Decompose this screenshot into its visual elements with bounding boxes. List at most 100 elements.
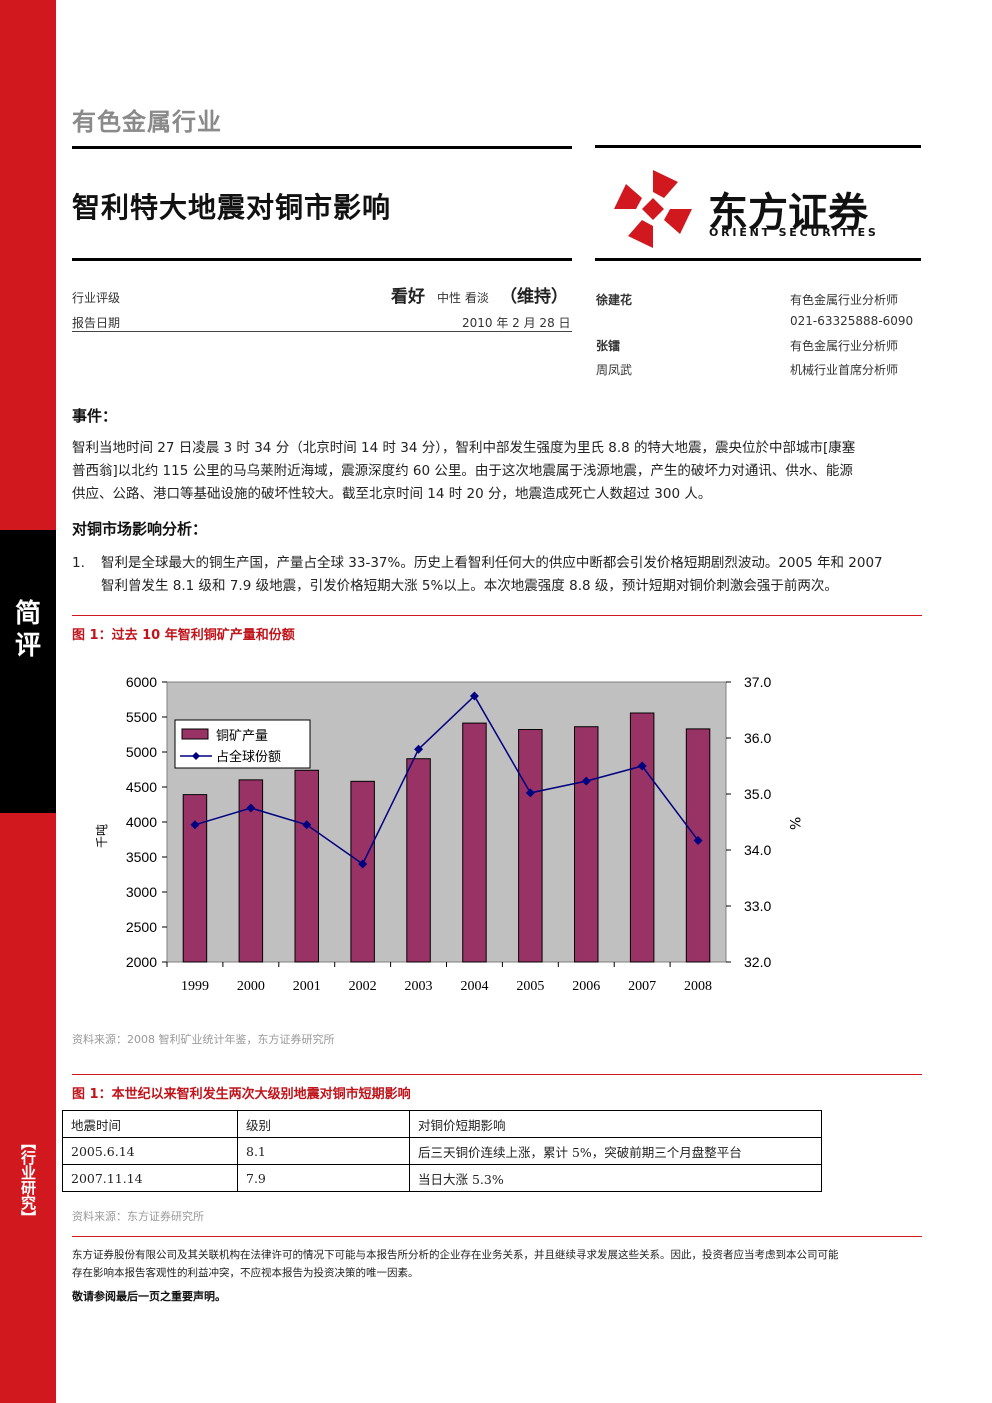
industry-heading: 有色金属行业 [72, 102, 222, 137]
table-cell: 2007.11.14 [63, 1165, 238, 1192]
analyst-name: 张镭 [596, 337, 620, 354]
table-source: 资料来源：东方证券研究所 [72, 1208, 204, 1224]
report-date-label: 报告日期 [72, 314, 120, 331]
table-cell: 当日大涨 5.3% [410, 1165, 822, 1192]
report-type-tag: 简评 [8, 598, 48, 662]
event-line: 供应、公路、港口等基础设施的破坏性较大。截至北京时间 14 时 20 分，地震造… [72, 483, 932, 506]
x-tick-label: 1999 [181, 979, 209, 994]
rating-divider [72, 331, 572, 332]
figure-source: 资料来源：2008 智利矿业统计年鉴，东方证券研究所 [72, 1031, 335, 1047]
analysis-paragraph: 智利是全球最大的铜生产国，产量占全球 33-37%。历史上看智利任何大的供应中断… [101, 552, 931, 598]
bar-2008 [686, 729, 709, 962]
table-header-row: 地震时间 级别 对铜价短期影响 [63, 1111, 822, 1138]
report-title: 智利特大地震对铜市影响 [72, 186, 391, 226]
figure-rule-top [72, 615, 922, 616]
table-title: 图 1：本世纪以来智利发生两次大级别地震对铜市短期影响 [72, 1083, 411, 1102]
y2-tick-label: 36.0 [744, 730, 771, 746]
x-tick-label: 2008 [684, 979, 712, 994]
x-tick-label: 2003 [405, 979, 433, 994]
bar-2001 [295, 770, 318, 962]
analysis-item-number: 1. [72, 552, 85, 575]
event-heading: 事件： [72, 405, 117, 426]
y-tick-label: 2000 [126, 954, 157, 970]
x-tick-label: 2005 [516, 979, 544, 994]
y-tick-label: 5000 [126, 744, 157, 760]
y-tick-label: 4000 [126, 814, 157, 830]
x-tick-label: 2004 [460, 979, 488, 994]
x-tick-label: 2002 [349, 979, 377, 994]
analysis-heading: 对铜市场影响分析： [72, 518, 207, 539]
event-paragraph: 智利当地时间 27 日凌晨 3 时 34 分（北京时间 14 时 34 分），智… [72, 437, 932, 506]
table-cell: 2005.6.14 [63, 1138, 238, 1165]
y-axis-label: 千吨 [95, 824, 109, 848]
disclaimer-text: 东方证券股份有限公司及其关联机构在法律许可的情况下可能与本报告所分析的企业存在业… [72, 1246, 932, 1282]
y-tick-label: 3000 [126, 884, 157, 900]
table-row: 2005.6.14 8.1 后三天铜价连续上涨，累计 5%，突破前期三个月盘整平… [63, 1138, 822, 1165]
x-tick-label: 2007 [628, 979, 656, 994]
legend-bar-label: 铜矿产量 [216, 729, 268, 744]
analyst-title: 机械行业首席分析师 [790, 361, 898, 378]
y2-tick-label: 35.0 [744, 786, 771, 802]
sidebar-tag-block [0, 530, 56, 813]
legend-line-label: 占全球份额 [216, 749, 281, 765]
chart-svg: 6000 5500 5000 4500 4000 3500 3000 2500 2000 37.0… [72, 660, 922, 1000]
table-header-cell: 对铜价短期影响 [410, 1111, 822, 1138]
bar-2004 [463, 723, 486, 962]
table-header-cell: 级别 [238, 1111, 410, 1138]
figure-title: 图 1：过去 10 年智利铜矿产量和份额 [72, 624, 295, 643]
analysis-line: 智利是全球最大的铜生产国，产量占全球 33-37%。历史上看智利任何大的供应中断… [101, 552, 931, 575]
y2-tick-label: 32.0 [744, 954, 771, 970]
bar-2002 [351, 781, 374, 962]
analyst-name: 徐建花 [596, 291, 632, 308]
report-date: 2010 年 2 月 28 日 [462, 314, 571, 331]
analyst-title: 有色金属行业分析师 [790, 291, 898, 308]
y-tick-label: 5500 [126, 709, 157, 725]
y2-tick-label: 33.0 [744, 898, 771, 914]
disclaimer-rule [72, 1236, 922, 1237]
header-rule-top [72, 146, 572, 149]
analyst-phone: 021-63325888-6090 [790, 314, 913, 328]
header-rule-bottom [72, 258, 572, 261]
table-cell: 7.9 [238, 1165, 410, 1192]
x-tick-label: 2000 [237, 979, 265, 994]
rating-value: 看好 [391, 282, 425, 307]
y2-tick-label: 34.0 [744, 842, 771, 858]
event-line: 智利当地时间 27 日凌晨 3 时 34 分（北京时间 14 时 34 分），智… [72, 437, 932, 460]
table-rule-top [72, 1074, 922, 1075]
disclaimer-line: 存在影响本报告客观性的利益冲突，不应视本报告为投资决策的唯一因素。 [72, 1264, 932, 1282]
rating-options: 中性 看淡 [437, 289, 489, 306]
rating-status: （维持） [500, 282, 568, 307]
brand-logo-icon [612, 168, 694, 250]
brand-name-en: ORIENT SECURITIES [709, 226, 879, 239]
table-cell: 后三天铜价连续上涨，累计 5%，突破前期三个月盘整平台 [410, 1138, 822, 1165]
bar-2007 [630, 713, 653, 962]
x-tick-label: 2006 [572, 979, 600, 994]
logo-rule-top [595, 145, 921, 148]
table-row: 2007.11.14 7.9 当日大涨 5.3% [63, 1165, 822, 1192]
y-tick-label: 6000 [126, 674, 157, 690]
logo-rule-bottom [595, 258, 921, 261]
x-tick-label: 2001 [293, 979, 321, 994]
y2-tick-label: 37.0 [744, 674, 771, 690]
y-tick-label: 3500 [126, 849, 157, 865]
y-tick-label: 2500 [126, 919, 157, 935]
bar-2005 [519, 730, 542, 962]
analysis-line: 智利曾发生 8.1 级和 7.9 级地震，引发价格短期大涨 5%以上。本次地震强… [101, 575, 931, 598]
earthquake-table: 地震时间 级别 对铜价短期影响 2005.6.14 8.1 后三天铜价连续上涨，… [62, 1110, 822, 1192]
bar-2006 [575, 727, 598, 962]
bar-2003 [407, 759, 430, 962]
disclaimer-note: 敬请参阅最后一页之重要声明。 [72, 1288, 226, 1304]
analyst-name: 周凤武 [596, 361, 632, 378]
legend-bar-swatch [182, 729, 208, 739]
bar-1999 [183, 795, 206, 962]
analyst-title: 有色金属行业分析师 [790, 337, 898, 354]
event-line: 普西翁]以北约 115 公里的马乌莱附近海域，震源深度约 60 公里。由于这次地… [72, 460, 932, 483]
rating-label: 行业评级 [72, 289, 120, 306]
table-cell: 8.1 [238, 1138, 410, 1165]
y-tick-label: 4500 [126, 779, 157, 795]
disclaimer-line: 东方证券股份有限公司及其关联机构在法律许可的情况下可能与本报告所分析的企业存在业… [72, 1246, 932, 1264]
table-header-cell: 地震时间 [63, 1111, 238, 1138]
y2-axis-label: % [786, 817, 802, 830]
report-category-label: 【行业研究】 [10, 1135, 46, 1225]
copper-chart: 6000 5500 5000 4500 4000 3500 3000 2500 2000 37.0… [72, 660, 922, 1000]
